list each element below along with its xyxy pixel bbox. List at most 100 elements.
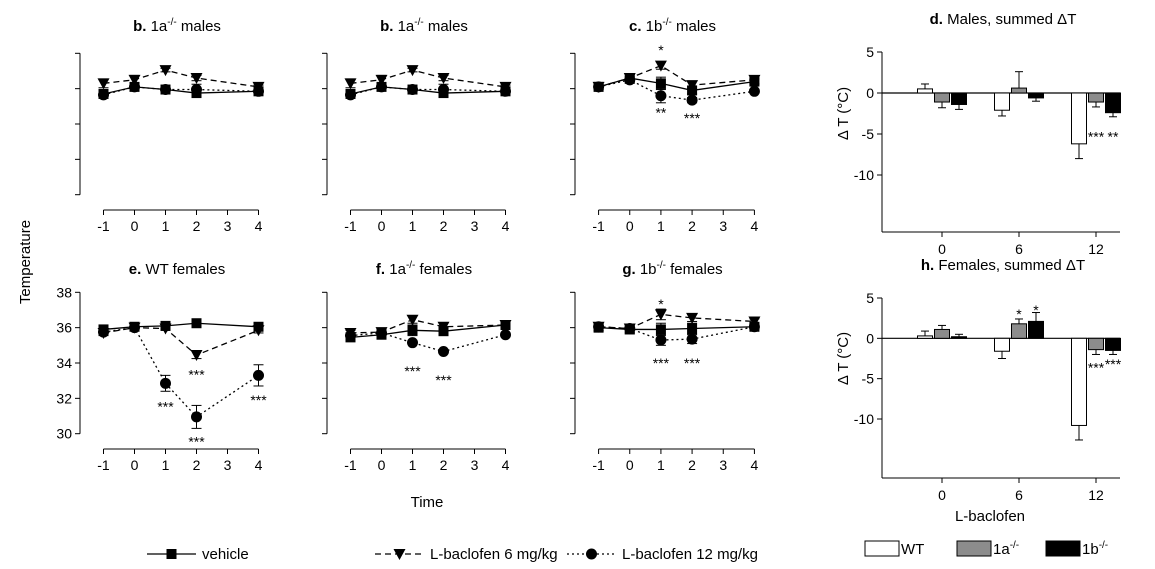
- significance-label: ***: [1105, 356, 1122, 372]
- x-tick-label: 2: [688, 457, 696, 473]
- panel-title-rest: females: [666, 261, 723, 278]
- significance-label: ***: [684, 355, 701, 371]
- data-point: [345, 330, 356, 342]
- data-point: [407, 337, 418, 349]
- data-point: [159, 65, 172, 77]
- x-tick-label: 0: [938, 241, 946, 257]
- data-point: [655, 334, 667, 346]
- series-line: [350, 324, 506, 339]
- x-tick-label: 0: [378, 218, 386, 234]
- bar: [1088, 92, 1104, 103]
- data-point: [624, 323, 636, 335]
- significance-label: ***: [684, 110, 701, 126]
- panel-letter: h.: [921, 257, 934, 274]
- series-line: [350, 332, 506, 353]
- x-tick-label: 2: [193, 218, 201, 234]
- data-point: [159, 323, 172, 335]
- y-tick-label: 34: [56, 355, 72, 371]
- data-point: [686, 312, 699, 324]
- x-tick-label: 0: [131, 457, 139, 473]
- series-line: [103, 86, 259, 95]
- significance-label: *: [658, 296, 664, 312]
- legend-label-sup: -/-: [1010, 540, 1019, 551]
- y-axis-label: Δ T (°C): [835, 332, 852, 385]
- legend-label: vehicle: [202, 546, 249, 563]
- bar: [1105, 92, 1121, 114]
- x-tick-label: 1: [657, 457, 665, 473]
- bar: [1028, 320, 1044, 339]
- bar: [994, 337, 1010, 352]
- x-tick-label: 4: [502, 218, 510, 234]
- data-point: [252, 325, 265, 337]
- data-point: [345, 89, 356, 101]
- x-tick-label: -1: [97, 218, 110, 234]
- bar: [1088, 337, 1104, 351]
- panel-title: f. 1a-/- females: [376, 260, 472, 278]
- series-line: [598, 313, 755, 330]
- legend-marker: [393, 549, 406, 560]
- bar: [934, 328, 950, 339]
- bar-panel: h. Females, summed ΔT Δ T (°C) -10 -5 0 5 0 6 12…: [835, 257, 1122, 503]
- data-point: [97, 78, 110, 90]
- data-point: [98, 326, 109, 338]
- panel-title-main: 1b: [646, 18, 663, 35]
- x-tick-label: 4: [502, 457, 510, 473]
- bar: [1071, 92, 1087, 145]
- x-tick-label: 2: [688, 218, 696, 234]
- panel-title: d. Males, summed ΔT: [930, 11, 1077, 28]
- x-tick-label: 4: [751, 457, 759, 473]
- x-tick-label: -1: [344, 218, 357, 234]
- data-point: [406, 314, 419, 326]
- panel-title-rest: males: [672, 18, 716, 35]
- panel-title-main: 1a: [389, 261, 406, 278]
- data-point: [437, 73, 450, 85]
- bar: [1028, 92, 1044, 99]
- line-panel: c. 1b-/- males-1 0 1 2 3 4*** ***: [570, 17, 761, 234]
- panel-title: c. 1b-/- males: [629, 17, 716, 35]
- data-point: [128, 74, 141, 86]
- x-tick-label: 0: [938, 487, 946, 503]
- bar: [1105, 337, 1121, 351]
- x-tick-label: 4: [255, 218, 263, 234]
- data-point: [593, 81, 605, 93]
- data-point: [438, 346, 449, 358]
- x-tick-label: 0: [626, 218, 634, 234]
- bar: [1011, 323, 1027, 339]
- panel-title: b. 1a-/- males: [380, 17, 468, 35]
- y-tick-label: 36: [56, 320, 72, 336]
- data-point: [500, 329, 511, 341]
- data-point: [654, 309, 667, 321]
- x-tick-label: 2: [440, 457, 448, 473]
- x-tick-label: 12: [1088, 487, 1104, 503]
- legend-label: L-baclofen 6 mg/kg: [430, 546, 558, 563]
- bar: [1011, 87, 1027, 94]
- x-axis-label: Time: [411, 494, 444, 511]
- series-line: [350, 86, 506, 95]
- panel-title: b. 1a-/- males: [133, 17, 221, 35]
- significance-label: *: [1033, 302, 1039, 318]
- x-tick-label: 1: [409, 218, 417, 234]
- data-point: [191, 84, 202, 96]
- series-line: [598, 326, 755, 341]
- data-point: [190, 350, 203, 362]
- x-tick-label: 0: [626, 457, 634, 473]
- significance-label: ***: [1088, 128, 1105, 144]
- panel-title-main: WT: [145, 261, 168, 278]
- x-tick-label: 2: [193, 457, 201, 473]
- data-point: [191, 318, 202, 329]
- y-tick-label: 0: [866, 85, 874, 101]
- x-tick-label: -1: [97, 457, 110, 473]
- significance-label: *: [1016, 306, 1022, 322]
- legend-label: WT: [901, 541, 924, 558]
- y-tick-label: 38: [56, 284, 72, 300]
- panel-title-sup: -/-: [657, 260, 666, 271]
- data-point: [438, 84, 449, 96]
- bar: [1071, 337, 1087, 426]
- series-line: [103, 86, 259, 96]
- significance-label: **: [1108, 128, 1119, 144]
- x-tick-label: 3: [719, 218, 727, 234]
- significance-label: ***: [188, 366, 205, 382]
- data-point: [160, 84, 171, 96]
